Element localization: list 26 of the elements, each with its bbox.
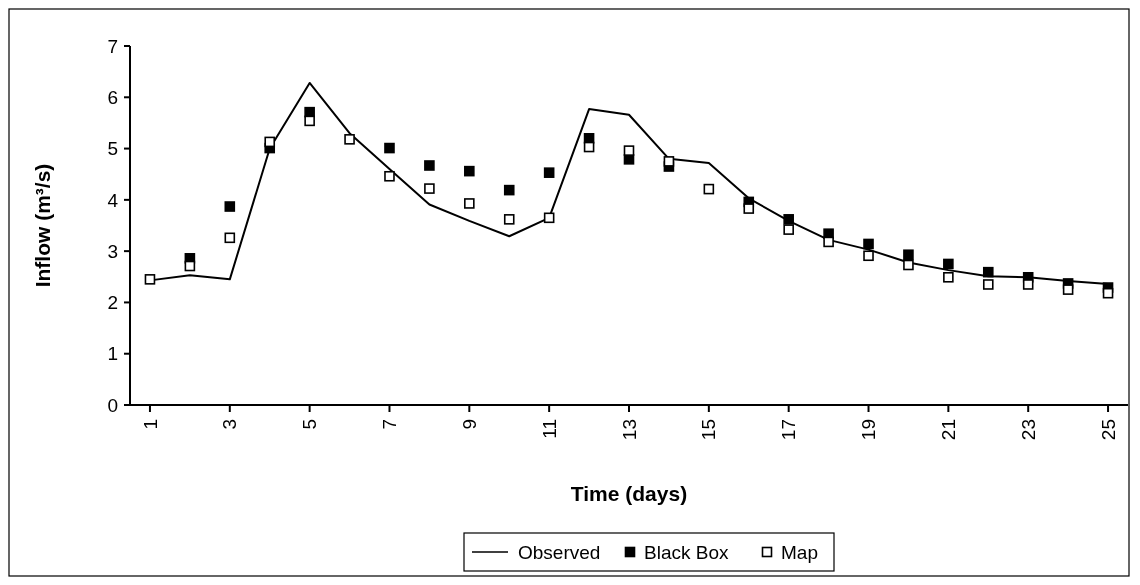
x-tick-label: 25 xyxy=(1097,419,1119,441)
legend-label: Map xyxy=(781,541,818,563)
x-tick-label: 9 xyxy=(458,419,480,430)
x-tick-label: 17 xyxy=(778,419,800,441)
x-tick-label: 13 xyxy=(618,419,640,441)
y-tick-label: 7 xyxy=(107,35,118,57)
y-tick-label: 2 xyxy=(107,292,118,314)
y-axis-title: Inflow (m³/s) xyxy=(31,163,54,288)
x-tick-label: 5 xyxy=(299,419,321,430)
y-tick-label: 1 xyxy=(107,343,118,365)
legend-label: Black Box xyxy=(644,541,729,563)
y-tick-label: 3 xyxy=(107,240,118,262)
x-tick-label: 19 xyxy=(858,419,880,441)
y-tick-label: 0 xyxy=(107,394,118,416)
x-tick-label: 15 xyxy=(698,419,720,441)
y-tick-label: 5 xyxy=(107,138,118,160)
x-tick-label: 21 xyxy=(938,419,960,441)
x-tick-label: 11 xyxy=(538,419,560,439)
y-tick-label: 6 xyxy=(107,86,118,108)
x-axis-title: Time (days) xyxy=(570,482,688,505)
x-tick-label: 3 xyxy=(219,419,241,430)
x-tick-label: 7 xyxy=(379,419,401,430)
x-tick-label: 1 xyxy=(139,419,161,430)
y-tick-label: 4 xyxy=(107,189,119,211)
legend-label: Observed xyxy=(518,541,601,563)
x-tick-label: 23 xyxy=(1017,419,1039,441)
